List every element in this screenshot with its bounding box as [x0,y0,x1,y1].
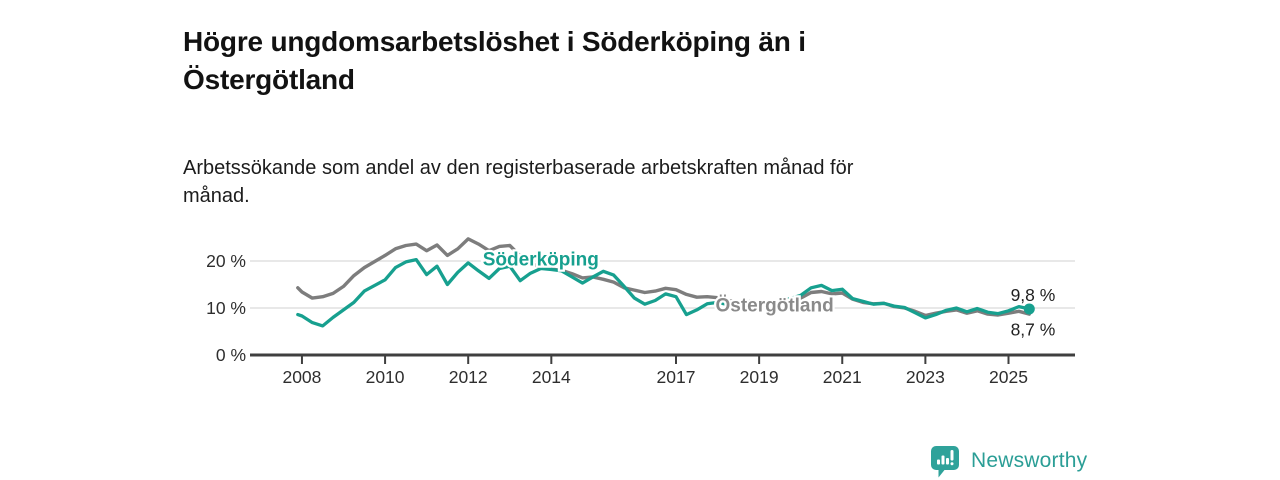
svg-text:Söderköping: Söderköping [483,250,599,271]
svg-text:Östergötland: Östergötland [715,295,833,316]
brand-name: Newsworthy [971,449,1088,472]
svg-text:2025: 2025 [989,367,1028,387]
newsworthy-logo-icon [931,446,959,478]
page-title: Högre ungdomsarbetslöshet i Söderköping … [183,25,806,95]
svg-text:2014: 2014 [532,367,571,387]
newsworthy-branding: Newsworthy [928,444,1087,478]
svg-text:2021: 2021 [823,367,862,387]
svg-text:2023: 2023 [906,367,945,387]
chart-subtitle: Arbetssökande som andel av den registerb… [183,157,854,208]
unemployment-line-chart: 2008 2010 2012 2014 2017 2019 2021 2023 2025 0 % 1… [206,237,1075,387]
svg-text:2012: 2012 [449,367,488,387]
svg-text:2017: 2017 [657,367,696,387]
svg-text:2008: 2008 [282,367,321,387]
svg-text:2019: 2019 [740,367,779,387]
svg-text:20 %: 20 % [206,251,246,271]
svg-text:2010: 2010 [366,367,405,387]
svg-text:8,7 %: 8,7 % [1011,319,1056,339]
svg-text:0 %: 0 % [216,345,246,365]
svg-text:10 %: 10 % [206,298,246,318]
svg-text:9,8 %: 9,8 % [1011,285,1056,305]
